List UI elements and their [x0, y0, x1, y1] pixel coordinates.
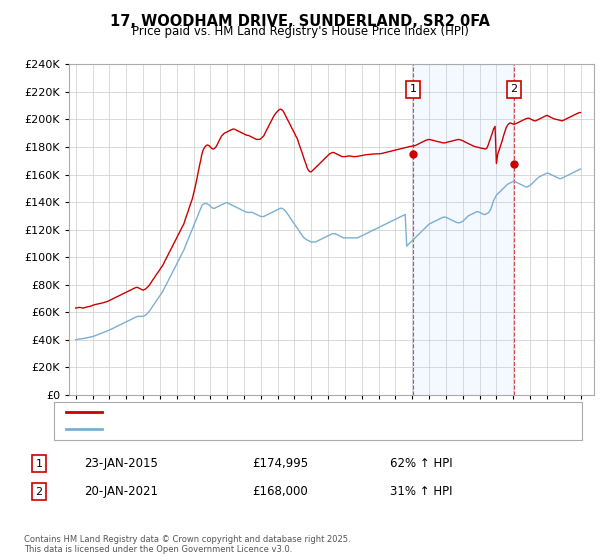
Text: 1: 1 — [410, 84, 416, 94]
Text: £174,995: £174,995 — [252, 457, 308, 470]
Text: 62% ↑ HPI: 62% ↑ HPI — [390, 457, 452, 470]
Text: 2: 2 — [511, 84, 518, 94]
Text: HPI: Average price, semi-detached house, Sunderland: HPI: Average price, semi-detached house,… — [108, 424, 389, 434]
Bar — [413, 64, 514, 395]
Text: 20-JAN-2021: 20-JAN-2021 — [84, 485, 158, 498]
Text: 23-JAN-2015: 23-JAN-2015 — [84, 457, 158, 470]
Text: 2: 2 — [35, 487, 43, 497]
Text: 17, WOODHAM DRIVE, SUNDERLAND, SR2 0FA (semi-detached house): 17, WOODHAM DRIVE, SUNDERLAND, SR2 0FA (… — [108, 407, 473, 417]
Text: £168,000: £168,000 — [252, 485, 308, 498]
Text: 31% ↑ HPI: 31% ↑ HPI — [390, 485, 452, 498]
Text: 17, WOODHAM DRIVE, SUNDERLAND, SR2 0FA: 17, WOODHAM DRIVE, SUNDERLAND, SR2 0FA — [110, 14, 490, 29]
Text: Contains HM Land Registry data © Crown copyright and database right 2025.
This d: Contains HM Land Registry data © Crown c… — [24, 535, 350, 554]
Text: 1: 1 — [35, 459, 43, 469]
Text: Price paid vs. HM Land Registry's House Price Index (HPI): Price paid vs. HM Land Registry's House … — [131, 25, 469, 38]
